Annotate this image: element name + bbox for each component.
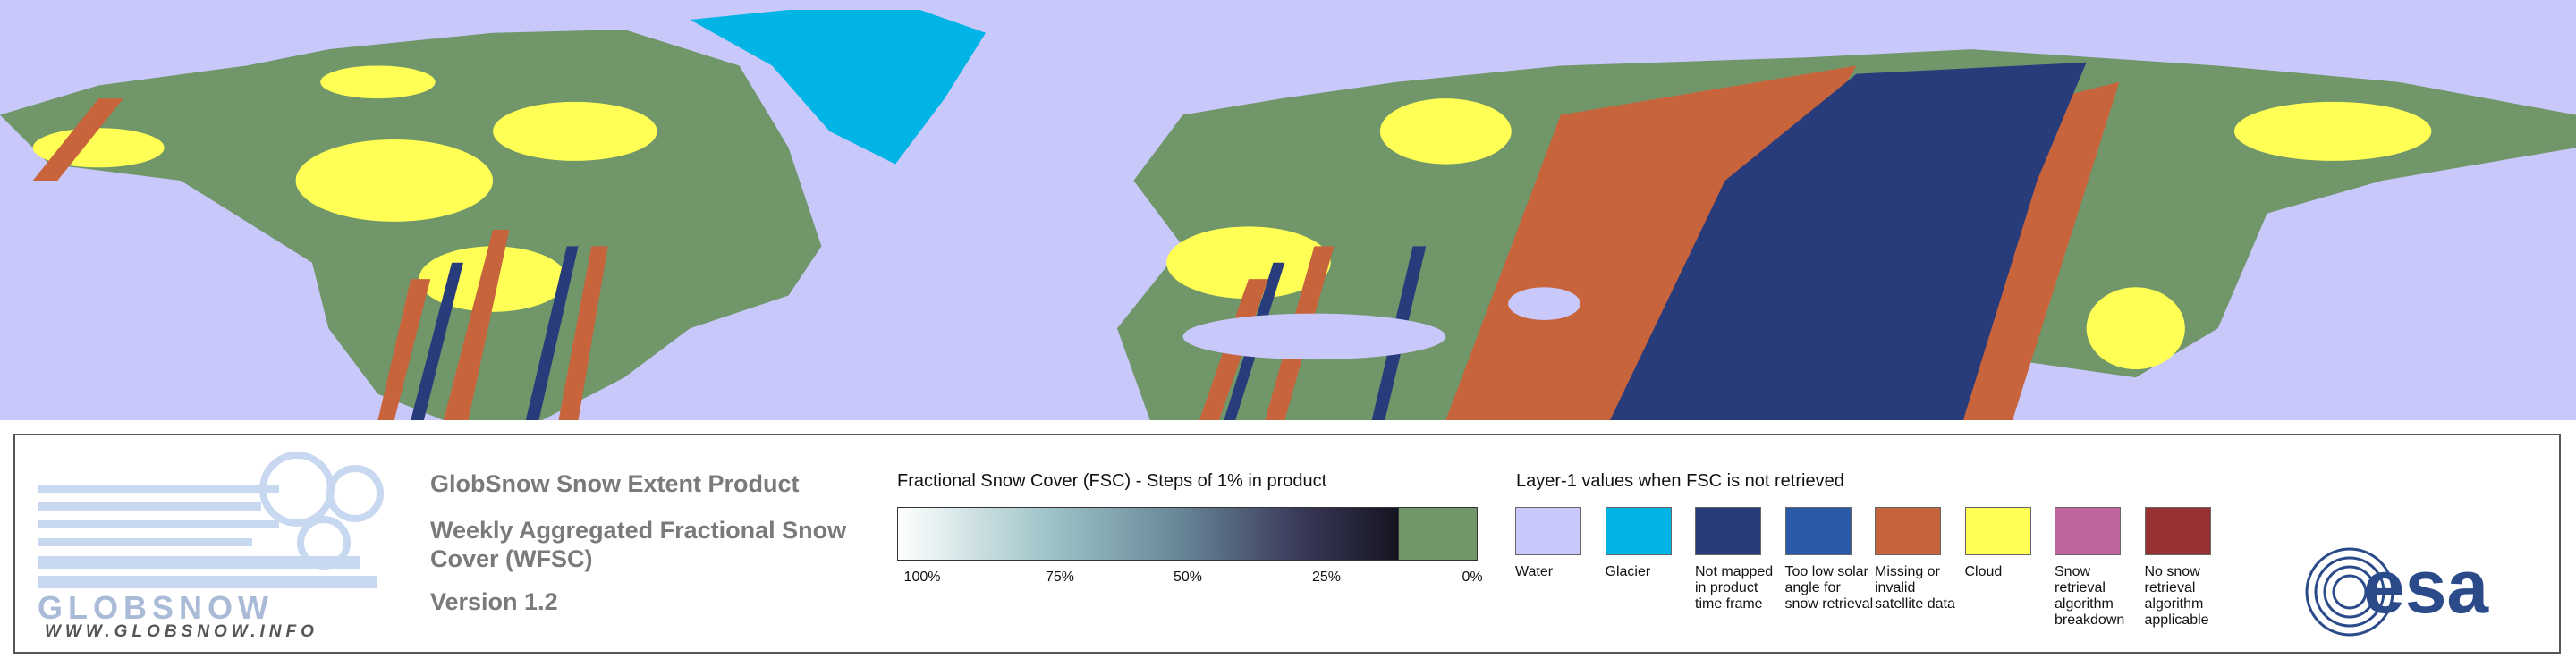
colorbar-tick-label: 100% <box>903 570 941 585</box>
legend-label: Water <box>1515 564 1554 579</box>
colorbar-title: Fractional Snow Cover (FSC) - Steps of 1… <box>897 471 1327 491</box>
black-sea <box>1508 287 1580 321</box>
legend-label: Missing or invalid satellite data <box>1875 564 1955 612</box>
product-name: GlobSnow Snow Extent Product <box>430 470 800 497</box>
legend-swatch <box>2055 507 2121 555</box>
legend-swatch <box>1875 507 1941 555</box>
not-mapped-swaths <box>411 62 2087 420</box>
legend-swatch <box>1605 507 1672 555</box>
colorbar-tick-label: 25% <box>1311 570 1342 585</box>
legend-swatch <box>1784 507 1852 555</box>
legend-swatch <box>2144 507 2211 555</box>
legend-swatch <box>1695 507 1761 555</box>
snow-map <box>0 0 2576 420</box>
colorbar-tick-label: 75% <box>1045 570 1075 585</box>
legend-panel: GLOBSNOW WWW.GLOBSNOW.INFO GlobSnow Snow… <box>13 434 2561 654</box>
legend-label: Not mapped in product time frame <box>1695 564 1774 612</box>
legend-label: Cloud <box>1964 564 2003 579</box>
product-version: Version 1.2 <box>430 588 558 615</box>
colorbar-gradient <box>897 507 1400 561</box>
layer1-title: Layer-1 values when FSC is not retrieved <box>1516 471 1844 491</box>
legend-label: Snow retrieval algorithm breakdown <box>2055 564 2125 628</box>
esa-logo: esa <box>2305 545 2489 637</box>
colorbar-tick-label: 50% <box>1173 570 1203 585</box>
colorbar-zero <box>1398 507 1478 561</box>
legend-label: Too low solar angle for snow retrieval <box>1784 564 1874 612</box>
colorbar-tick-label: 0% <box>1462 570 1483 585</box>
globsnow-logo: GLOBSNOW WWW.GLOBSNOW.INFO <box>38 452 384 637</box>
greenland <box>690 10 987 165</box>
legend-swatch <box>1964 507 2031 555</box>
legend-label: No snow retrieval algorithm applicable <box>2144 564 2209 628</box>
product-title: Weekly Aggregated Fractional Snow Cover … <box>430 517 847 572</box>
logo-url: WWW.GLOBSNOW.INFO <box>45 622 318 637</box>
esa-text: esa <box>2363 545 2489 629</box>
legend-swatch <box>1515 507 1581 555</box>
legend-label: Glacier <box>1605 564 1651 579</box>
mediterranean <box>1182 313 1446 360</box>
logo-name: GLOBSNOW <box>38 589 274 626</box>
